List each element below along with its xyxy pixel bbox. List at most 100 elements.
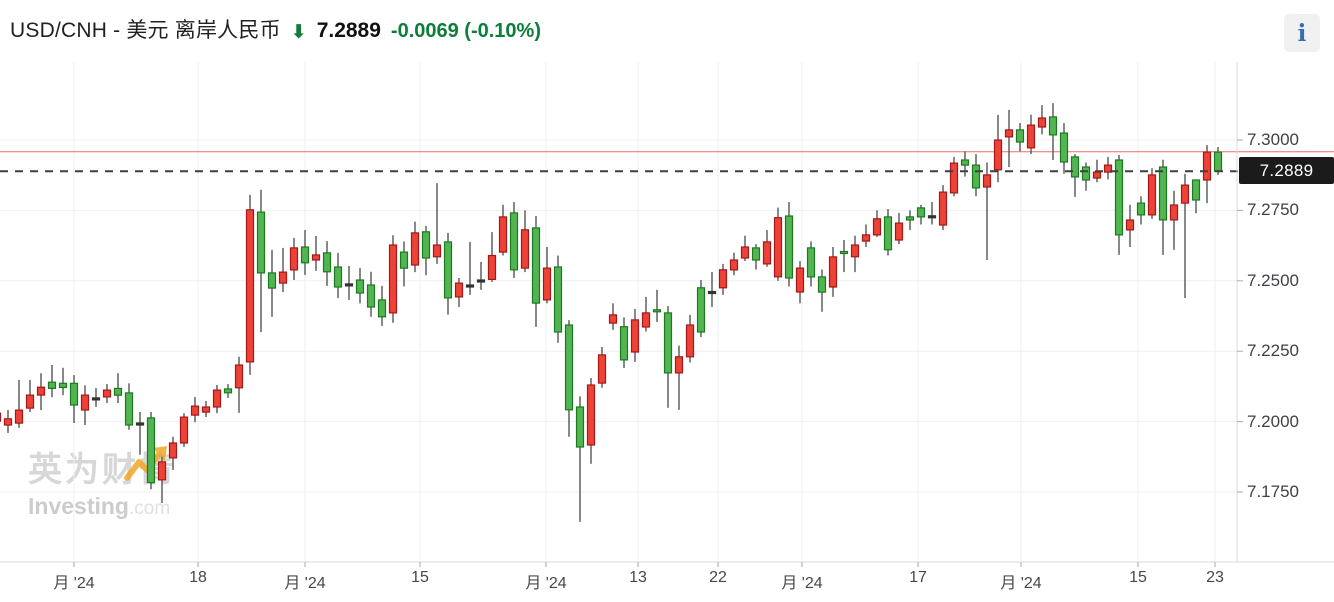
candle-body [663,312,673,374]
candle-body [190,405,200,416]
candle [553,255,563,343]
candle-body [531,227,541,304]
candle-body [146,417,156,484]
candle-body [454,282,464,298]
candle-body [498,216,508,253]
candle [201,401,211,418]
candle-body [443,241,453,299]
candle [839,240,849,273]
candle-body [1004,129,1014,138]
candle [971,154,981,197]
candle [487,232,497,282]
candle [377,285,387,326]
x-axis-label: 13 [629,569,647,586]
candle-body [916,207,926,218]
candle [135,412,145,455]
candle [905,210,915,231]
candle [773,207,783,281]
x-axis-label: 15 [411,569,429,586]
candle-body [1136,202,1146,216]
x-axis-label: 月 '24 [781,575,823,592]
candle-body [80,394,90,411]
candle-body [223,388,233,394]
candle-body [564,324,574,411]
candle-body [1081,166,1091,181]
candle-body [465,284,475,288]
candle-body [135,422,145,426]
candle [124,383,134,430]
candle-body [355,279,365,294]
candle [333,252,343,298]
candle-body [828,256,838,288]
candle [1070,154,1080,197]
candle-body [1213,151,1223,172]
candle-body [949,162,959,194]
candle [542,247,552,304]
candle-body [685,324,695,358]
candle [1103,156,1113,180]
candle [399,241,409,287]
candle [157,456,167,503]
candle-body [410,232,420,266]
candle-body [245,209,255,363]
candle [245,194,255,375]
info-button[interactable]: i [1284,14,1320,52]
candle-body [311,254,321,261]
candle-body [1114,159,1124,236]
candle-body [1125,219,1135,231]
candle [355,268,365,304]
candle-body [1147,174,1157,216]
candle [234,356,244,413]
x-axis-label: 月 '24 [284,575,326,592]
candle-body [751,247,761,261]
candle-body [69,382,79,406]
candle-body [773,217,783,278]
x-axis-label: 22 [709,569,727,586]
candle [322,241,332,286]
candle-body [1092,171,1102,179]
candle-body [1169,204,1179,221]
candle-body [267,272,277,289]
y-axis-label: 7.2250 [1247,341,1299,360]
candle [25,379,35,412]
candle-body [707,290,717,295]
candle-body [322,252,332,273]
candle [1015,123,1025,152]
candle [443,232,453,315]
candle [80,385,90,425]
candle [828,247,838,297]
candle [740,235,750,262]
candle [1147,168,1157,219]
candle [91,388,101,407]
candle [586,378,596,464]
candle [564,320,574,437]
candle-body [102,389,112,398]
candle-body [157,461,167,481]
candle [465,241,475,295]
candle-body [25,394,35,409]
candle [1191,179,1201,214]
x-axis-label: 18 [189,569,207,586]
candle-body [960,159,970,166]
last-price: 7.2889 [316,19,381,42]
candle [608,303,618,330]
candle [1125,204,1135,247]
candle [58,367,68,396]
candle [1114,154,1124,255]
candle [69,375,79,423]
candle [531,216,541,327]
candle [652,289,662,322]
candle [1059,123,1069,174]
candle [366,271,376,317]
x-axis-label: 月 '24 [525,575,567,592]
candle [927,202,937,225]
candle-body [729,259,739,271]
candle-body [982,174,992,188]
candle-body [36,386,46,396]
candle-body [1048,116,1058,136]
candle [300,230,310,275]
candle-body [201,406,211,413]
candle [938,185,948,231]
